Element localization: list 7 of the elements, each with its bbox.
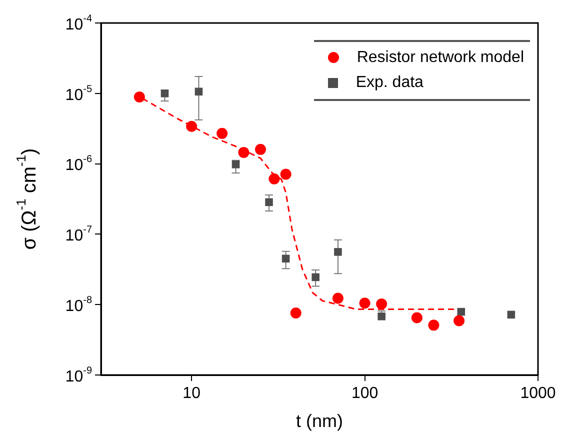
x-tick-label: 100 [351, 385, 378, 402]
legend-label: Exp. data [356, 74, 424, 92]
x-axis-title: t (nm) [296, 411, 343, 432]
x-tick-label: 1000 [520, 385, 556, 402]
legend-label: Resistor network model [356, 48, 524, 66]
x-tick-label: 10 [182, 385, 201, 402]
y-axis-title: σ (Ω-1 cm-1) [14, 148, 41, 250]
